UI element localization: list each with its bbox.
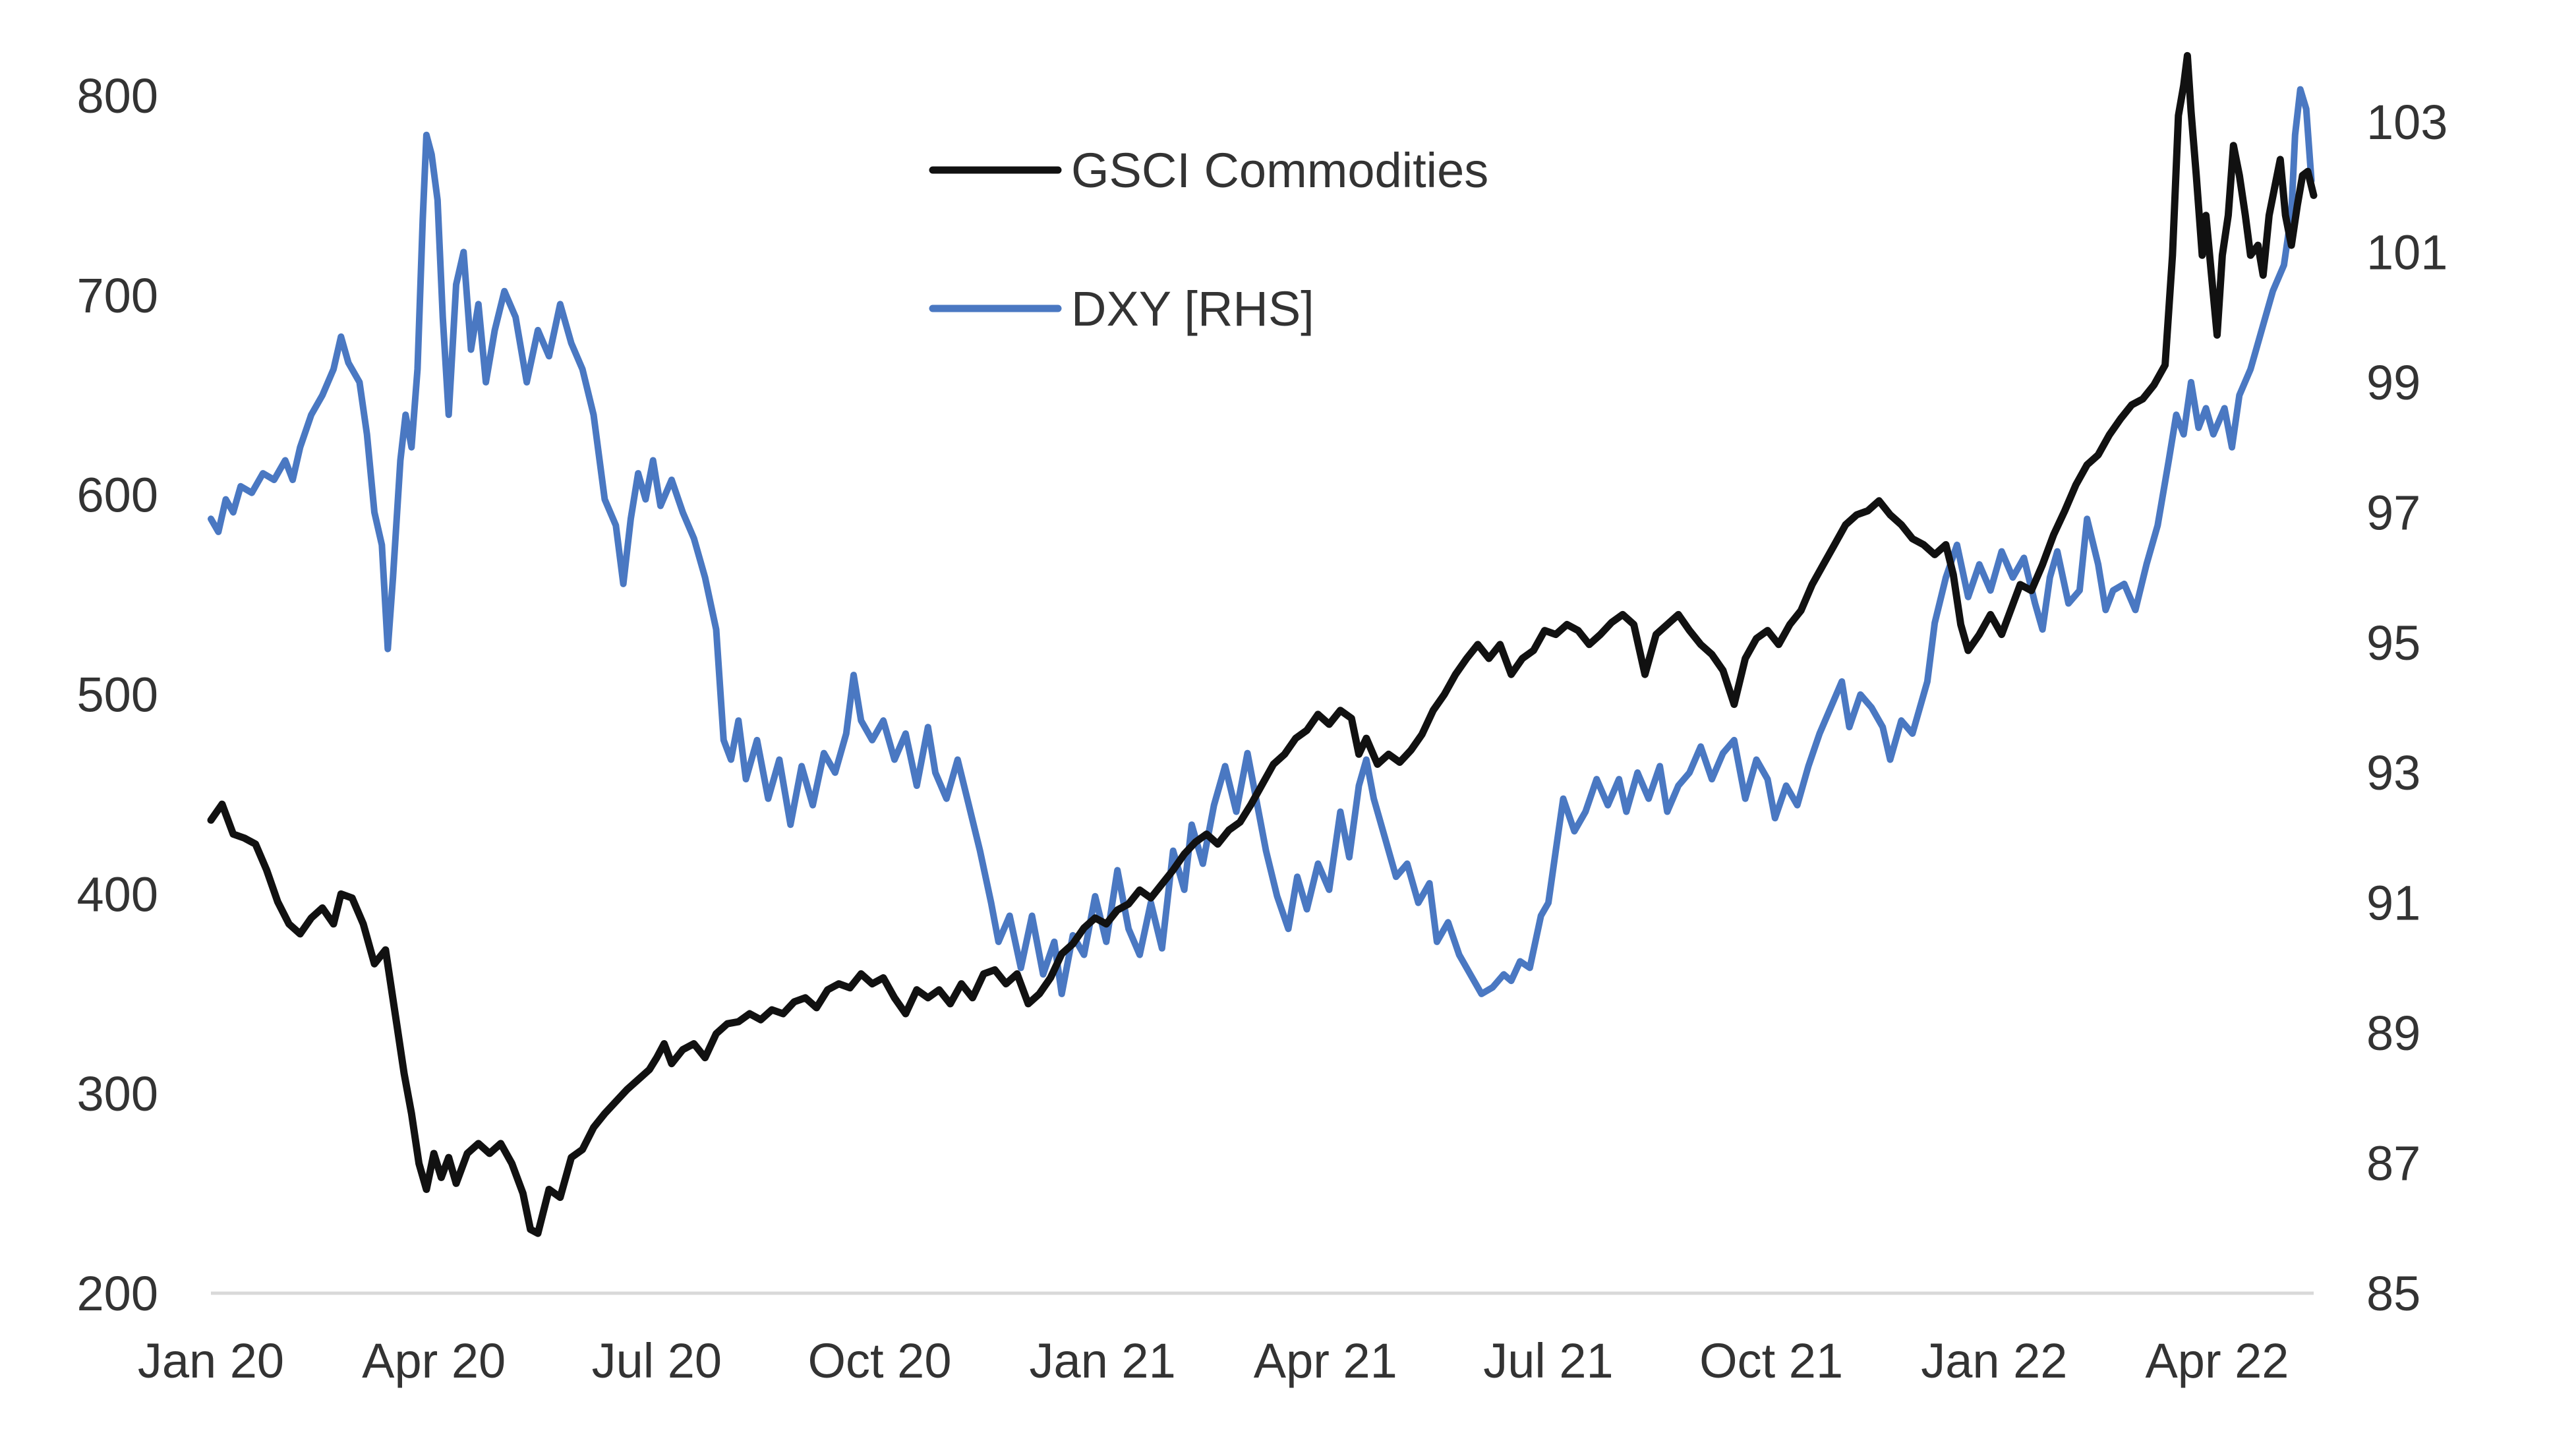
x-tick-label: Oct 21 (1699, 1333, 1843, 1388)
right-y-tick-label: 95 (2366, 616, 2420, 670)
x-tick-label: Jul 20 (592, 1333, 722, 1388)
left-y-tick-label: 400 (77, 867, 158, 921)
right-y-tick-label: 91 (2366, 876, 2420, 931)
legend-item-gsci: GSCI Commodities (929, 143, 1488, 198)
right-y-tick-label: 93 (2366, 745, 2420, 800)
right-y-axis: 85 87 89 91 93 95 97 99 101 103 (2366, 95, 2447, 1321)
right-y-tick-label: 103 (2366, 95, 2447, 150)
x-tick-label: Apr 22 (2145, 1333, 2289, 1388)
left-y-tick-label: 300 (77, 1066, 158, 1121)
legend-label: GSCI Commodities (1071, 143, 1488, 198)
right-y-tick-label: 101 (2366, 225, 2447, 279)
x-tick-label: Jan 22 (1921, 1333, 2067, 1388)
left-y-tick-label: 700 (77, 268, 158, 323)
left-y-axis: 200 300 400 500 600 700 800 (77, 69, 158, 1321)
right-y-tick-label: 99 (2366, 355, 2420, 410)
right-y-tick-label: 87 (2366, 1136, 2420, 1191)
x-tick-label: Jul 21 (1483, 1333, 1613, 1388)
legend: GSCI Commodities DXY [RHS] (929, 143, 1488, 336)
legend-item-dxy: DXY [RHS] (929, 281, 1314, 336)
x-tick-label: Oct 20 (807, 1333, 951, 1388)
x-axis: Jan 20 Apr 20 Jul 20 Oct 20 Jan 21 Apr 21 Jul … (138, 1333, 2289, 1388)
x-tick-label: Jan 21 (1030, 1333, 1176, 1388)
left-y-tick-label: 600 (77, 468, 158, 523)
left-y-tick-label: 800 (77, 69, 158, 123)
plot-area (207, 51, 2318, 1237)
x-tick-label: Jan 20 (138, 1333, 284, 1388)
left-y-tick-label: 200 (77, 1266, 158, 1321)
legend-label: DXY [RHS] (1071, 281, 1314, 336)
dxy-line (208, 86, 2315, 997)
right-y-tick-label: 89 (2366, 1006, 2420, 1061)
right-y-tick-label: 85 (2366, 1266, 2420, 1321)
x-tick-label: Apr 20 (362, 1333, 506, 1388)
gsci-commodities-line (207, 51, 2318, 1237)
x-tick-label: Apr 21 (1254, 1333, 1397, 1388)
left-y-tick-label: 500 (77, 668, 158, 722)
right-y-tick-label: 97 (2366, 485, 2420, 540)
